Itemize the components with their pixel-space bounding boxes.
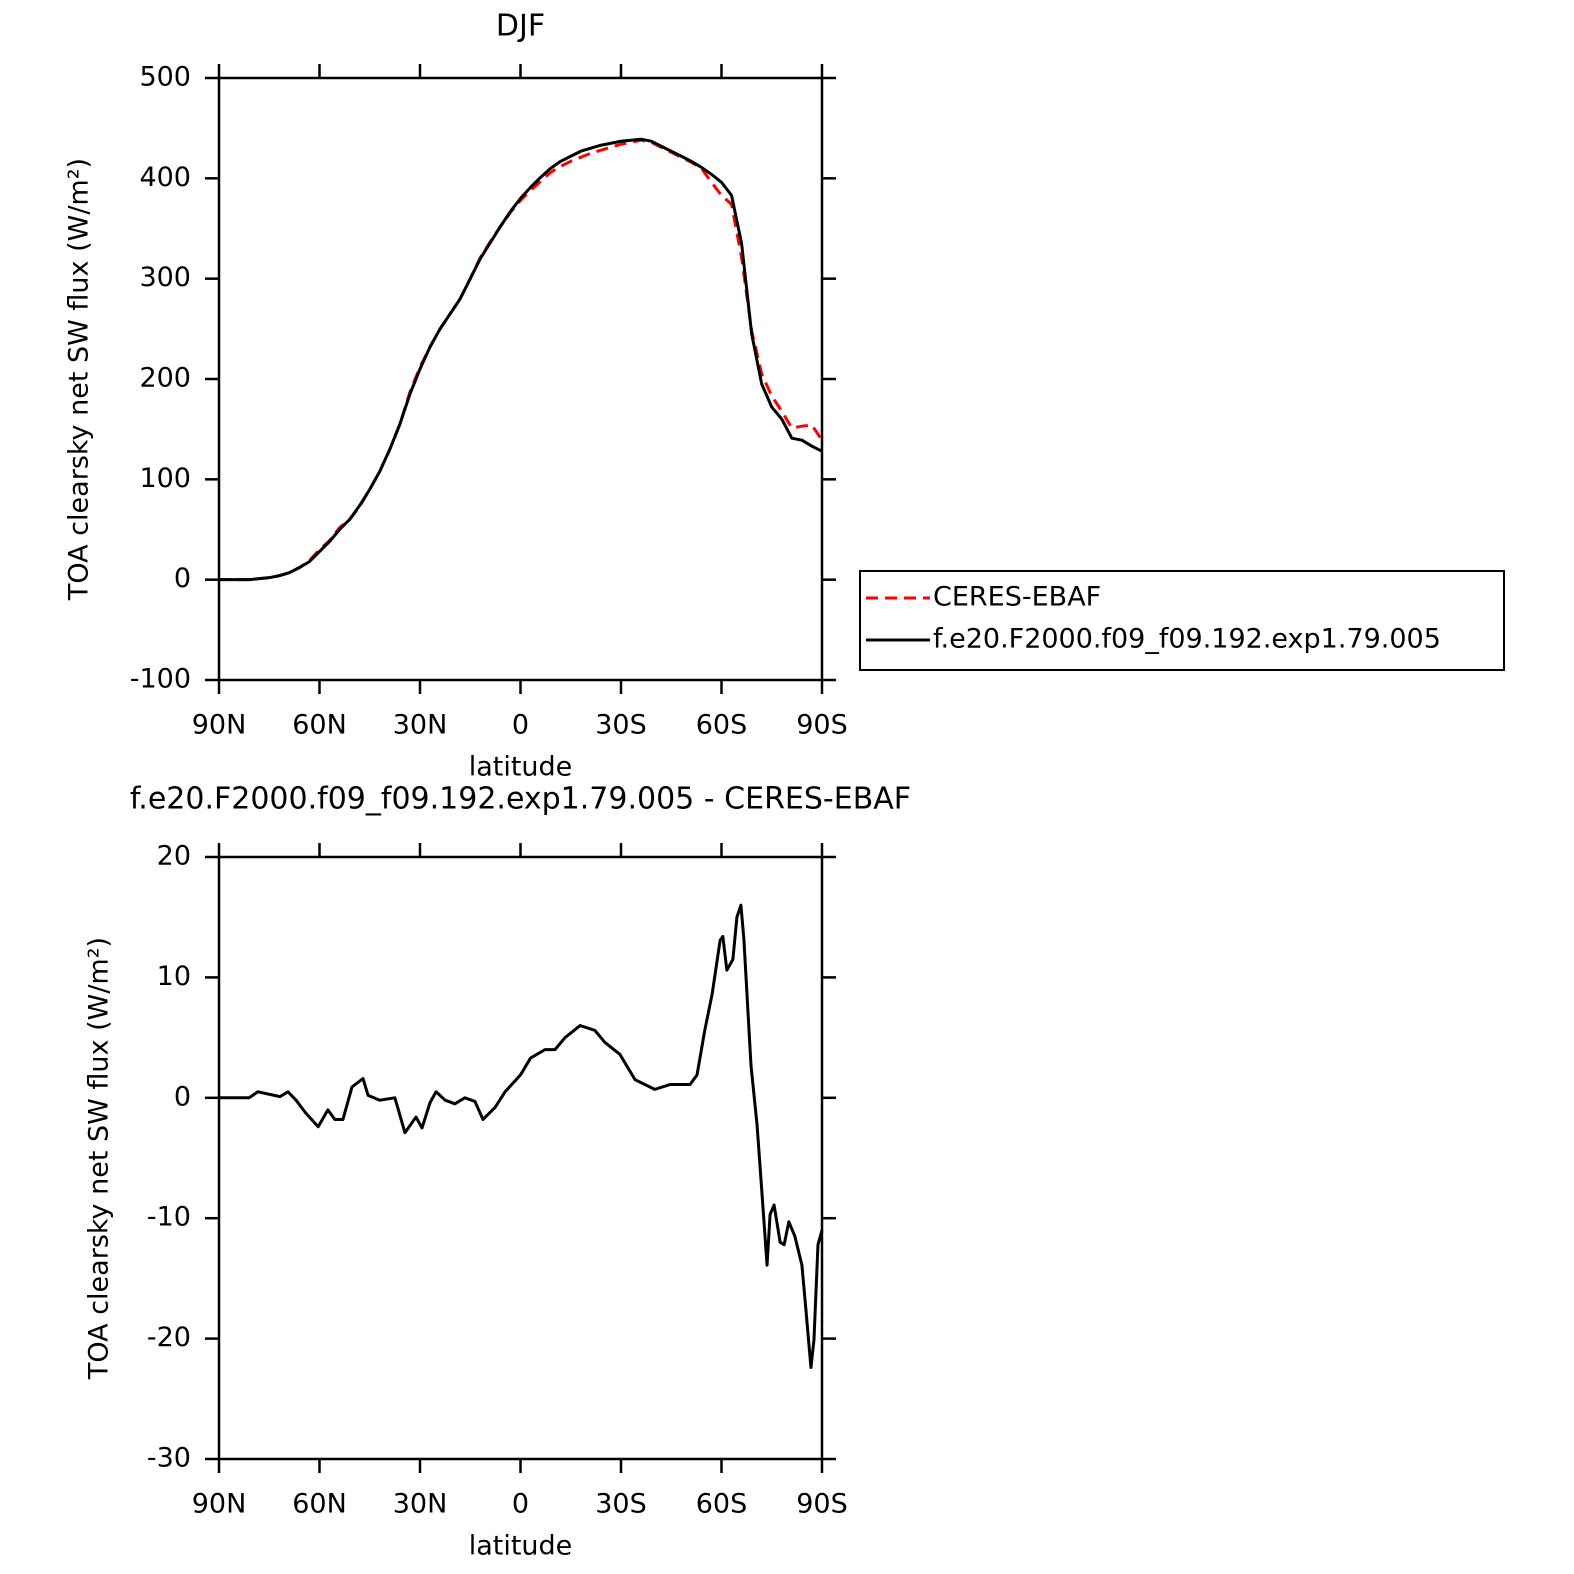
x-tick-label: 30N — [393, 1489, 448, 1520]
y-tick-label: 20 — [157, 841, 191, 872]
legend-label: f.e20.F2000.f09_f09.192.exp1.79.005 — [933, 624, 1441, 655]
x-tick-label: 60S — [696, 1489, 748, 1520]
y-tick-label: -10 — [147, 1202, 191, 1233]
y-tick-label: 0 — [174, 1081, 191, 1112]
x-tick-label: 60S — [696, 710, 748, 741]
x-tick-label: 60N — [292, 710, 347, 741]
x-tick-label: 90S — [796, 1489, 848, 1520]
x-tick-label: 60N — [292, 1489, 347, 1520]
data-line — [219, 903, 824, 1369]
x-axis-label: latitude — [469, 1531, 573, 1562]
y-tick-label: 500 — [139, 62, 191, 93]
data-line — [219, 137, 823, 582]
chart-title: f.e20.F2000.f09_f09.192.exp1.79.005 - CE… — [130, 782, 911, 817]
x-tick-label: 90N — [192, 1489, 247, 1520]
y-tick-label: 100 — [139, 463, 191, 494]
plot-frame — [217, 855, 824, 1461]
y-tick-label: 300 — [139, 262, 191, 293]
data-line — [219, 138, 824, 582]
legend-label: CERES-EBAF — [933, 582, 1101, 613]
chart-title: DJF — [496, 9, 545, 44]
y-axis-label: TOA clearsky net SW flux (W/m²) — [84, 937, 115, 1380]
x-axis-label: latitude — [469, 752, 573, 783]
y-tick-label: -20 — [147, 1322, 191, 1353]
x-tick-label: 0 — [512, 1489, 529, 1520]
y-tick-label: -30 — [147, 1443, 191, 1474]
x-tick-label: 90N — [192, 710, 247, 741]
y-tick-label: 200 — [139, 363, 191, 394]
y-tick-label: 10 — [157, 961, 191, 992]
legend-box — [859, 570, 1505, 671]
x-tick-label: 30S — [595, 710, 647, 741]
x-tick-label: 30N — [393, 710, 448, 741]
plot-frame — [217, 76, 824, 682]
y-tick-label: -100 — [130, 664, 191, 695]
x-tick-label: 0 — [512, 710, 529, 741]
y-axis-label: TOA clearsky net SW flux (W/m²) — [64, 158, 95, 601]
x-tick-label: 30S — [595, 1489, 647, 1520]
y-tick-label: 0 — [174, 563, 191, 594]
x-tick-label: 90S — [796, 710, 848, 741]
y-tick-label: 400 — [139, 162, 191, 193]
